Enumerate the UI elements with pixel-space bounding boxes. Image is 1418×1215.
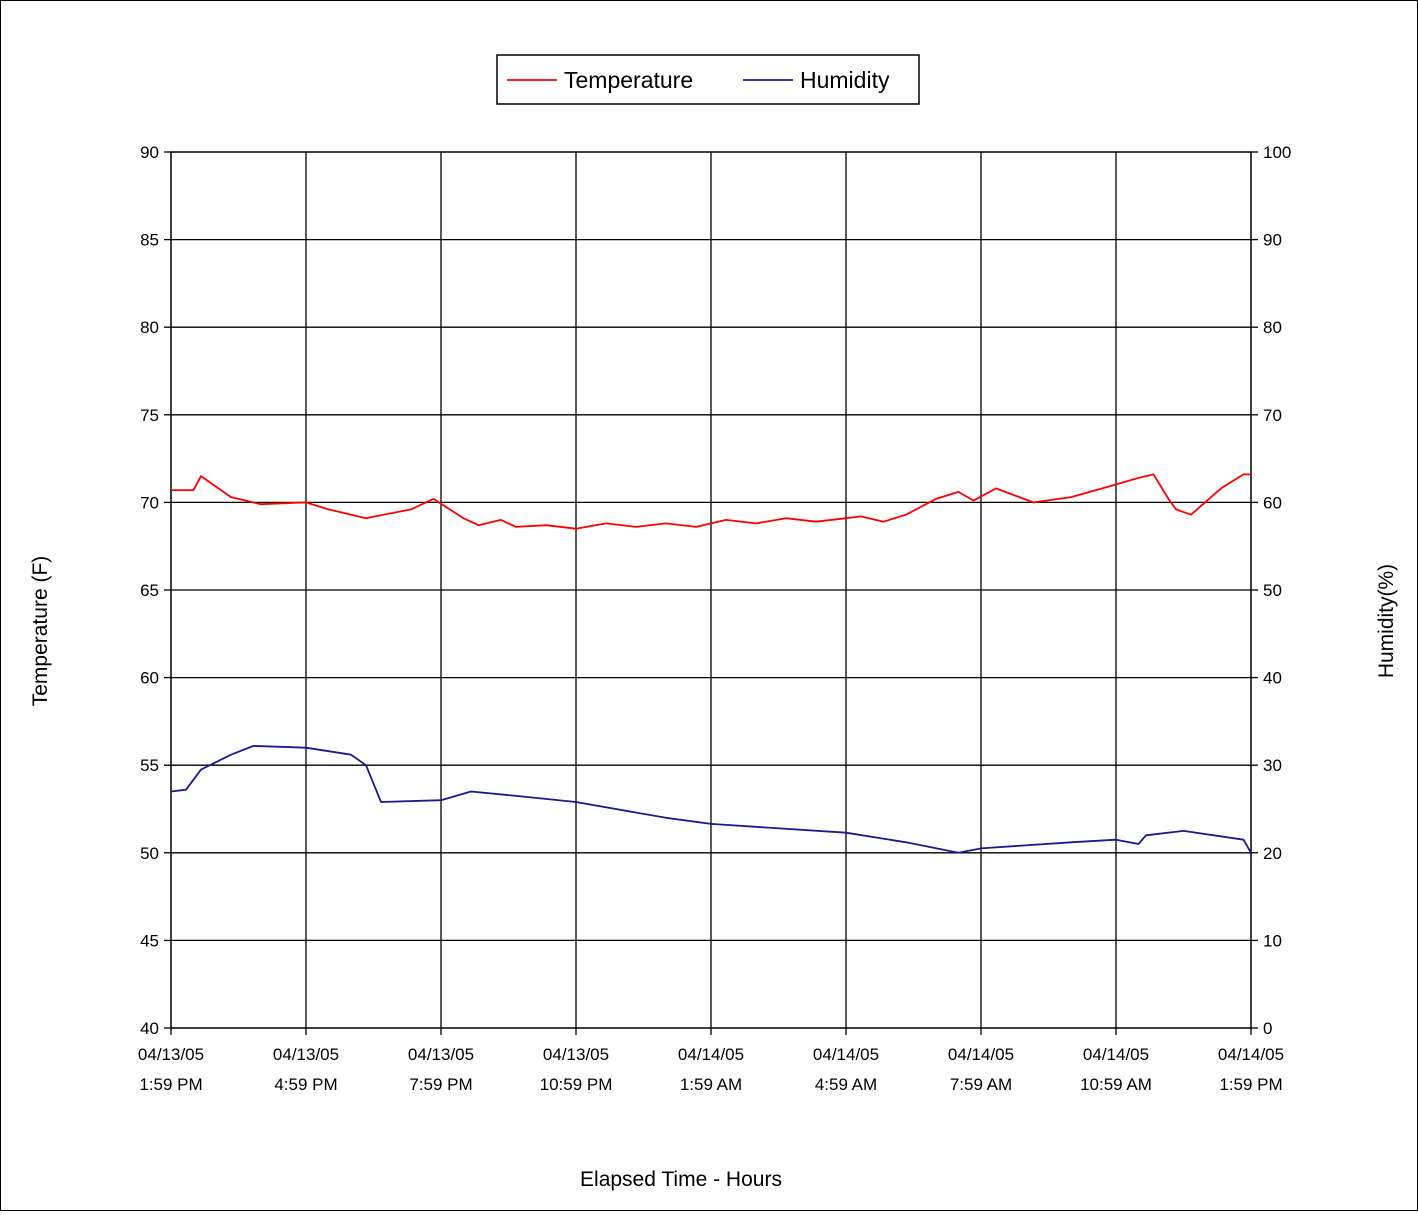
y-tick-label: 65 — [140, 581, 159, 600]
x-tick-time: 1:59 PM — [139, 1075, 202, 1094]
x-tick-date: 04/14/05 — [813, 1045, 879, 1064]
y-tick-label: 70 — [140, 493, 159, 512]
x-tick-date: 04/13/05 — [273, 1045, 339, 1064]
y-tick-label: 50 — [140, 844, 159, 863]
x-axis-title: Elapsed Time - Hours — [580, 1168, 782, 1191]
x-tick-date: 04/14/05 — [678, 1045, 744, 1064]
x-tick-date: 04/14/05 — [948, 1045, 1014, 1064]
y2-tick-label: 50 — [1263, 581, 1282, 600]
x-tick-date: 04/13/05 — [138, 1045, 204, 1064]
axis-layer: 40 0 45 10 50 20 55 30 60 40 65 50 70 60 75 70 80 80 85 90 9… — [138, 143, 1291, 1094]
x-tick-date: 04/13/05 — [543, 1045, 609, 1064]
y2-tick-label: 70 — [1263, 406, 1282, 425]
x-tick-time: 1:59 AM — [680, 1075, 742, 1094]
y-tick-label: 55 — [140, 756, 159, 775]
y2-tick-label: 100 — [1263, 143, 1291, 162]
y-tick-label: 60 — [140, 669, 159, 688]
y-tick-label: 40 — [140, 1019, 159, 1038]
series-line-temperature — [171, 473, 1251, 530]
legend-label-temperature: Temperature — [564, 67, 693, 93]
x-tick-time: 7:59 PM — [409, 1075, 472, 1094]
x-tick-date: 04/14/05 — [1218, 1045, 1284, 1064]
y2-tick-label: 0 — [1263, 1019, 1272, 1038]
y2-tick-label: 80 — [1263, 318, 1282, 337]
x-tick-date: 04/14/05 — [1083, 1045, 1149, 1064]
legend-box — [496, 54, 920, 105]
y2-tick-label: 90 — [1263, 231, 1282, 250]
x-tick-date: 04/13/05 — [408, 1045, 474, 1064]
x-tick-time: 4:59 AM — [815, 1075, 877, 1094]
y2-tick-label: 20 — [1263, 844, 1282, 863]
y2-tick-label: 10 — [1263, 931, 1282, 950]
series-line-humidity — [170, 745, 1252, 854]
y2-axis-title: Humidity(%) — [1375, 564, 1398, 678]
grid-layer — [170, 151, 1252, 1029]
y-axis-title: Temperature (F) — [29, 556, 52, 707]
legend: Temperature Humidity — [496, 54, 920, 105]
legend-label-humidity: Humidity — [800, 67, 890, 93]
y2-tick-label: 30 — [1263, 756, 1282, 775]
y-tick-label: 85 — [140, 231, 159, 250]
x-tick-time: 1:59 PM — [1219, 1075, 1282, 1094]
y-tick-label: 45 — [140, 931, 159, 950]
y2-tick-label: 60 — [1263, 493, 1282, 512]
x-tick-time: 10:59 PM — [540, 1075, 613, 1094]
x-tick-time: 10:59 AM — [1080, 1075, 1152, 1094]
x-tick-time: 7:59 AM — [950, 1075, 1012, 1094]
y2-tick-label: 40 — [1263, 669, 1282, 688]
series-layer — [170, 473, 1252, 854]
x-tick-time: 4:59 PM — [274, 1075, 337, 1094]
y-tick-label: 80 — [140, 318, 159, 337]
y-tick-label: 75 — [140, 406, 159, 425]
y-tick-label: 90 — [140, 143, 159, 162]
